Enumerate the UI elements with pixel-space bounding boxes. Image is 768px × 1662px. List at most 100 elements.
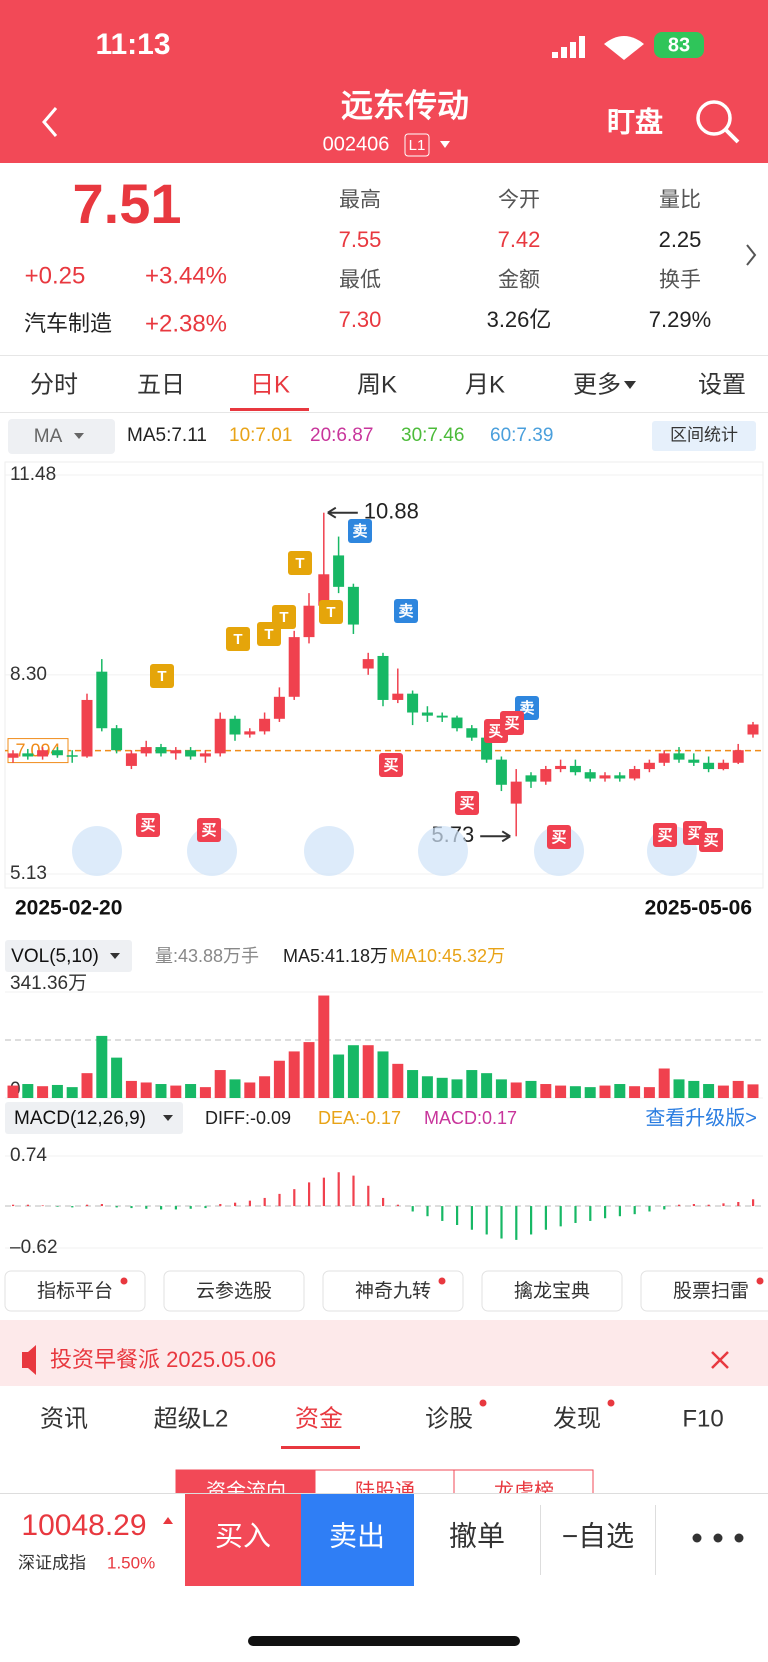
candle-body [510, 781, 522, 804]
vol-selector[interactable] [5, 940, 132, 972]
signal-badge [136, 813, 160, 837]
macd-bar [71, 1206, 74, 1208]
stat-value: 7.29% [649, 307, 711, 332]
zoom-control[interactable] [418, 826, 468, 876]
signal-label: 买 [140, 817, 155, 834]
tool-button[interactable] [640, 1270, 768, 1312]
volume-bar [658, 1068, 670, 1098]
ma-value: 20:6.87 [310, 425, 373, 446]
signal-label: 买 [703, 832, 718, 849]
candle-body [7, 753, 19, 758]
macd-bar [234, 1202, 237, 1207]
macd-legend: DIFF:-0.09 [205, 1108, 291, 1128]
candle-body [466, 728, 478, 738]
macd-bar [618, 1206, 621, 1217]
y-tick-label: 0.74 [10, 1145, 47, 1166]
content-tab[interactable]: 发现 [553, 1405, 601, 1432]
content-tab[interactable]: 资讯 [40, 1405, 88, 1432]
macd-bar [248, 1200, 251, 1207]
volume-bar [599, 1085, 611, 1098]
active-tab-underline [230, 408, 309, 411]
buy-label: 买入 [215, 1520, 271, 1551]
stock-code: 002406 [323, 133, 390, 155]
candle-body [347, 586, 359, 625]
y-tick-label: –0.62 [10, 1237, 58, 1258]
macd-bar [544, 1206, 547, 1230]
period-tab[interactable]: 周K [357, 371, 397, 398]
buy-button[interactable] [185, 1493, 301, 1586]
tool-label: 股票扫雷 [673, 1280, 749, 1302]
upgrade-link[interactable]: 查看升级版> [645, 1106, 757, 1129]
macd-selector[interactable] [5, 1102, 183, 1134]
macd-bar [145, 1206, 148, 1209]
cancel-button[interactable]: 撤单 [449, 1520, 505, 1551]
dropdown [440, 141, 450, 148]
close-icon[interactable] [711, 1351, 729, 1369]
vol-legend: 量:43.88万手 [155, 946, 259, 966]
volume-bar [81, 1073, 93, 1098]
x-tick-label: 2025-05-06 [645, 897, 752, 920]
price-change-pct: +3.44% [145, 262, 227, 289]
tool-button[interactable] [481, 1270, 623, 1312]
candle-body [732, 750, 744, 763]
content-tab[interactable]: 超级L2 [154, 1405, 229, 1432]
index-pct: 1.50% [107, 1553, 155, 1572]
vol-legend: MA10:45.32万 [390, 946, 505, 966]
volume-bar [303, 1042, 315, 1098]
volume-bar [288, 1051, 300, 1098]
macd-bar [678, 1204, 681, 1207]
vol-title: VOL(5,10) [11, 946, 99, 967]
signal-badge [455, 791, 479, 815]
red-dot [120, 1277, 128, 1285]
period-tab[interactable]: 五日 [137, 371, 185, 398]
tool-button[interactable] [4, 1270, 146, 1312]
macd-bar [308, 1182, 311, 1207]
search-icon[interactable] [696, 100, 732, 136]
zoom-control[interactable] [72, 826, 122, 876]
macd-bar [367, 1185, 370, 1207]
ma-selector[interactable] [8, 419, 115, 454]
sell-button[interactable] [301, 1493, 414, 1586]
volume-bar [170, 1085, 182, 1098]
macd-bar [219, 1204, 222, 1207]
signal-label: T [233, 631, 242, 648]
back-button[interactable] [42, 107, 58, 137]
y-tick-label: 5.13 [10, 863, 47, 884]
macd-bar [396, 1204, 399, 1207]
watch-button[interactable]: 盯盘 [607, 105, 663, 137]
content-tab[interactable]: 资金 [295, 1405, 343, 1432]
macd-bar [426, 1206, 429, 1217]
period-tab[interactable]: 设置 [698, 371, 746, 398]
content-tab[interactable]: 诊股 [425, 1405, 473, 1432]
tool-button[interactable] [163, 1270, 305, 1312]
period-tab[interactable]: 更多 [573, 371, 621, 398]
volume-bar [481, 1073, 493, 1098]
volume-bar [155, 1084, 167, 1098]
candle-body [229, 718, 241, 735]
period-tab[interactable]: 日K [250, 371, 290, 398]
candle-body [214, 718, 226, 754]
tool-button[interactable] [322, 1270, 464, 1312]
candle-body [333, 555, 345, 587]
signal-label: T [157, 668, 166, 685]
content-tab[interactable]: F10 [682, 1405, 723, 1432]
volume-bar [525, 1080, 537, 1098]
watchlist-button[interactable]: −自选 [562, 1520, 634, 1551]
macd-bar [174, 1206, 177, 1210]
signal-label: 买 [459, 795, 474, 812]
macd-bar [737, 1202, 740, 1207]
zoom-control[interactable] [304, 826, 354, 876]
zoom-control[interactable] [534, 826, 584, 876]
volume-bar [214, 1070, 226, 1098]
level-badge [404, 133, 430, 157]
range-stats-button[interactable] [652, 421, 756, 451]
period-tab[interactable]: 月K [465, 371, 505, 398]
signal-label: 买 [201, 822, 216, 839]
range-stats-label: 区间统计 [670, 425, 738, 444]
period-tab[interactable]: 分时 [30, 371, 78, 398]
dropdown [163, 1115, 173, 1121]
volume-bar [259, 1076, 271, 1098]
max-arrow [327, 506, 358, 519]
macd-bar [130, 1206, 133, 1209]
volume-bar [436, 1077, 448, 1098]
